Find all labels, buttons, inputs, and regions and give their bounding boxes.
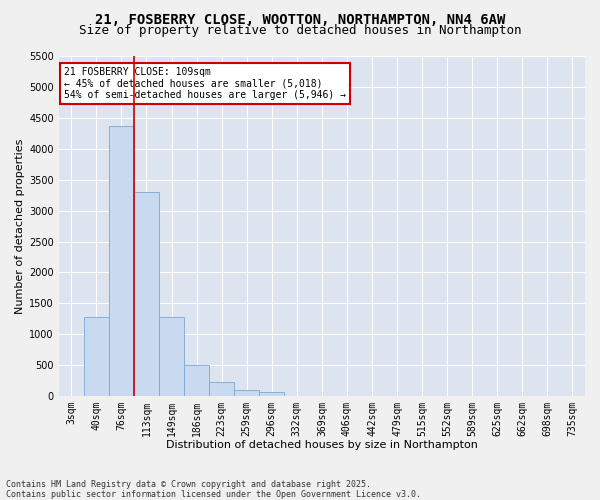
Text: Size of property relative to detached houses in Northampton: Size of property relative to detached ho… bbox=[79, 24, 521, 37]
Bar bbox=[84, 318, 109, 396]
X-axis label: Distribution of detached houses by size in Northampton: Distribution of detached houses by size … bbox=[166, 440, 478, 450]
Text: Contains HM Land Registry data © Crown copyright and database right 2025.
Contai: Contains HM Land Registry data © Crown c… bbox=[6, 480, 421, 499]
Text: 21 FOSBERRY CLOSE: 109sqm
← 45% of detached houses are smaller (5,018)
54% of se: 21 FOSBERRY CLOSE: 109sqm ← 45% of detac… bbox=[64, 66, 346, 100]
Bar bbox=[259, 392, 284, 396]
Bar bbox=[109, 126, 134, 396]
Bar bbox=[184, 365, 209, 396]
Bar bbox=[209, 382, 234, 396]
Bar bbox=[234, 390, 259, 396]
Bar bbox=[134, 192, 159, 396]
Y-axis label: Number of detached properties: Number of detached properties bbox=[15, 138, 25, 314]
Text: 21, FOSBERRY CLOSE, WOOTTON, NORTHAMPTON, NN4 6AW: 21, FOSBERRY CLOSE, WOOTTON, NORTHAMPTON… bbox=[95, 12, 505, 26]
Bar bbox=[159, 317, 184, 396]
